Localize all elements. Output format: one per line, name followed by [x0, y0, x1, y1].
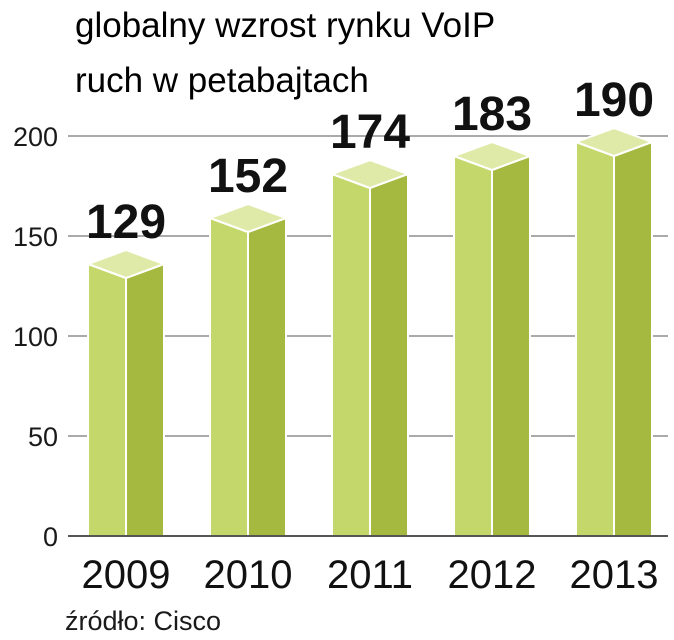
bar-side-face: [125, 263, 165, 537]
x-tick-label-2012: 2012: [448, 553, 537, 597]
x-axis-labels: 2009 2010 2011 2012 2013: [82, 553, 659, 597]
bar-2011: [331, 159, 409, 537]
bar-top-face: [331, 159, 409, 189]
bar-top-face: [209, 203, 287, 233]
bar-2009: [87, 249, 165, 537]
bar-front-face: [87, 263, 127, 537]
value-label-2010: 152: [208, 150, 288, 203]
y-axis-ticks: 0 50 100 150 200: [13, 122, 58, 552]
value-label-2012: 183: [452, 88, 532, 141]
bar-top-face: [575, 127, 653, 157]
y-tick-label: 100: [13, 322, 58, 352]
bar-front-face: [209, 217, 249, 537]
chart-title: globalny wzrost rynku VoIP: [75, 6, 495, 45]
x-tick-label-2013: 2013: [570, 553, 659, 597]
bar-2013: [575, 127, 653, 537]
value-label-2013: 190: [574, 74, 654, 127]
value-label-2011: 174: [330, 106, 410, 159]
bar-front-face: [453, 155, 493, 537]
y-tick-label: 150: [13, 222, 58, 252]
y-tick-label: 50: [28, 422, 58, 452]
bar-top-face: [453, 141, 531, 171]
bar-side-face: [613, 141, 653, 537]
bar-2010: [209, 203, 287, 537]
chart-subtitle: ruch w petabajtach: [75, 61, 369, 100]
y-tick-label: 200: [13, 122, 58, 152]
bar-side-face: [247, 217, 287, 537]
bar-side-face: [369, 173, 409, 537]
bars: [87, 127, 653, 537]
x-tick-label-2009: 2009: [82, 553, 171, 597]
bar-2012: [453, 141, 531, 537]
source-note: źródło: Cisco: [65, 606, 221, 636]
x-tick-label-2010: 2010: [204, 553, 293, 597]
bar-front-face: [575, 141, 615, 537]
x-tick-label-2011: 2011: [327, 553, 413, 597]
bar-top-face: [87, 249, 165, 279]
bar-side-face: [491, 155, 531, 537]
bar-front-face: [331, 173, 371, 537]
value-labels: 129 152 174 183 190: [86, 74, 654, 249]
value-label-2009: 129: [86, 196, 166, 249]
y-tick-label: 0: [43, 522, 58, 552]
